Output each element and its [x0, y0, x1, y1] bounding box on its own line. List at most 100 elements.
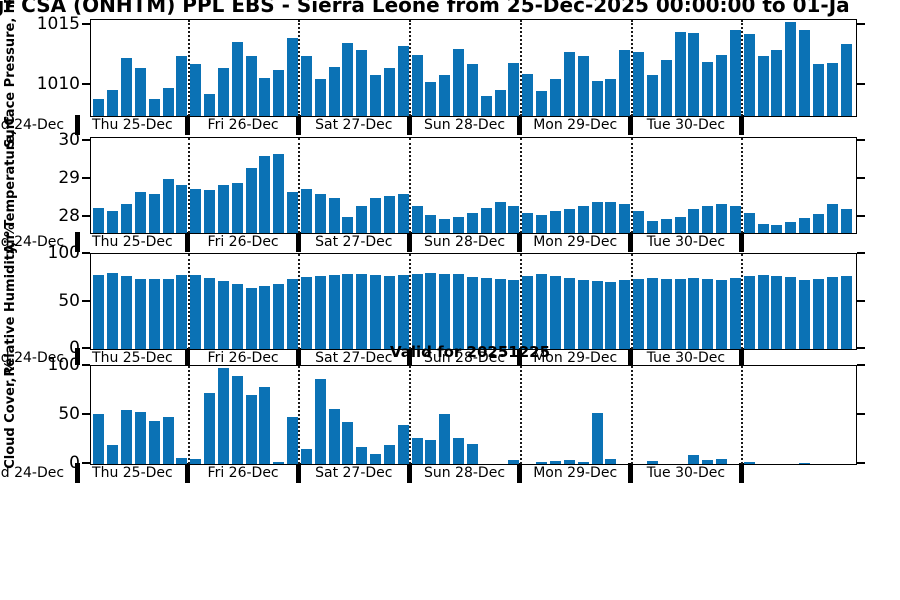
- bar: [259, 386, 271, 464]
- y-tick-mark: [82, 299, 90, 302]
- bar: [231, 375, 243, 464]
- bar: [826, 276, 838, 349]
- bar: [370, 275, 381, 349]
- bar: [190, 188, 202, 233]
- midnight-gridline: [630, 138, 633, 233]
- bar: [231, 41, 243, 116]
- day-tick-label: Tue 30-Dec: [646, 465, 726, 481]
- y-tick-label: 100: [47, 355, 80, 375]
- midnight-gridline: [409, 366, 412, 464]
- bar: [231, 284, 243, 349]
- bar: [716, 459, 727, 464]
- day-boundary-tick: [74, 232, 80, 252]
- bar: [148, 194, 160, 233]
- day-boundary-tick: [74, 115, 80, 135]
- bar: [840, 208, 852, 233]
- bar: [674, 217, 686, 233]
- bar: [93, 99, 105, 116]
- bar: [577, 205, 589, 233]
- day-boundary-tick: [517, 348, 523, 365]
- y-tick-mark: [856, 347, 865, 349]
- midnight-gridline: [298, 254, 301, 349]
- bar: [397, 46, 409, 116]
- bar: [370, 75, 381, 116]
- bar: [287, 38, 298, 116]
- y-tick-mark: [856, 177, 865, 179]
- day-boundary-tick: [406, 348, 412, 365]
- bar: [425, 272, 437, 349]
- bar: [259, 77, 271, 116]
- x-tick-band: Wed 24-Dec Thu 25-Dec Fri 26-Dec Sat 27-Dec…: [0, 348, 900, 365]
- midnight-gridline: [741, 20, 744, 116]
- bar: [300, 449, 312, 464]
- bar: [466, 444, 478, 464]
- bar: [743, 34, 755, 116]
- bar: [466, 64, 478, 116]
- bar: [771, 225, 783, 233]
- day-boundary-tick: [628, 115, 634, 135]
- bar: [799, 217, 811, 233]
- day-tick-label: Thu 25-Dec: [92, 465, 173, 481]
- y-tick-label: 50: [58, 404, 80, 424]
- bar: [397, 194, 409, 233]
- bar: [425, 439, 437, 464]
- bar: [633, 52, 644, 116]
- bar: [550, 461, 561, 464]
- bar: [605, 459, 617, 464]
- x-tick-band: Wed 24-Dec Thu 25-Dec Fri 26-Dec Sat 27-Dec…: [0, 232, 900, 253]
- day-tick-label: Wed 24-Dec: [0, 465, 65, 481]
- bar: [826, 63, 838, 116]
- bar: [591, 201, 603, 233]
- y-tick-mark: [856, 299, 865, 302]
- y-tick-label: 1015: [36, 13, 80, 34]
- y-tick-mark: [82, 177, 90, 179]
- valid-for-annotation: Valid for 20251225: [389, 343, 551, 361]
- y-tick-mark: [82, 364, 90, 366]
- y-tick-mark: [856, 215, 865, 217]
- bar: [633, 211, 644, 233]
- bar: [411, 205, 423, 233]
- y-tick-mark: [82, 82, 90, 85]
- day-tick-label: Fri 26-Dec: [207, 234, 279, 250]
- bar: [729, 205, 741, 233]
- bar: [522, 275, 534, 349]
- y-tick-mark: [856, 462, 865, 464]
- bar: [716, 54, 727, 116]
- bar: [660, 279, 672, 349]
- bar: [716, 280, 727, 349]
- bar: [314, 78, 326, 116]
- day-boundary-tick: [74, 348, 80, 365]
- bar: [743, 462, 755, 464]
- day-boundary-tick: [295, 463, 301, 483]
- bar: [120, 275, 132, 349]
- bar: [439, 75, 451, 116]
- bar: [204, 277, 215, 349]
- bar: [231, 182, 243, 233]
- bar: [439, 218, 451, 233]
- bar: [245, 287, 257, 349]
- bar: [397, 424, 409, 464]
- bar: [743, 275, 755, 349]
- bar: [536, 90, 548, 116]
- midnight-gridline: [187, 366, 190, 464]
- bar: [660, 59, 672, 116]
- midnight-gridline: [630, 254, 633, 349]
- chart-panel-cloud-cover: [90, 365, 857, 465]
- y-tick-mark: [856, 22, 865, 25]
- bar: [107, 273, 119, 349]
- bar: [439, 273, 451, 349]
- bar: [134, 278, 146, 349]
- bar: [646, 75, 658, 116]
- bar: [605, 78, 617, 116]
- day-tick-label: Fri 26-Dec: [207, 350, 279, 365]
- bar: [646, 461, 658, 464]
- y-tick-mark: [856, 252, 865, 254]
- bar: [217, 281, 229, 349]
- bar: [536, 274, 548, 349]
- y-tick-mark: [82, 252, 90, 254]
- day-boundary-tick: [406, 115, 412, 135]
- bar: [300, 56, 312, 116]
- bar: [466, 213, 478, 233]
- bar: [176, 275, 188, 349]
- bar: [107, 89, 119, 116]
